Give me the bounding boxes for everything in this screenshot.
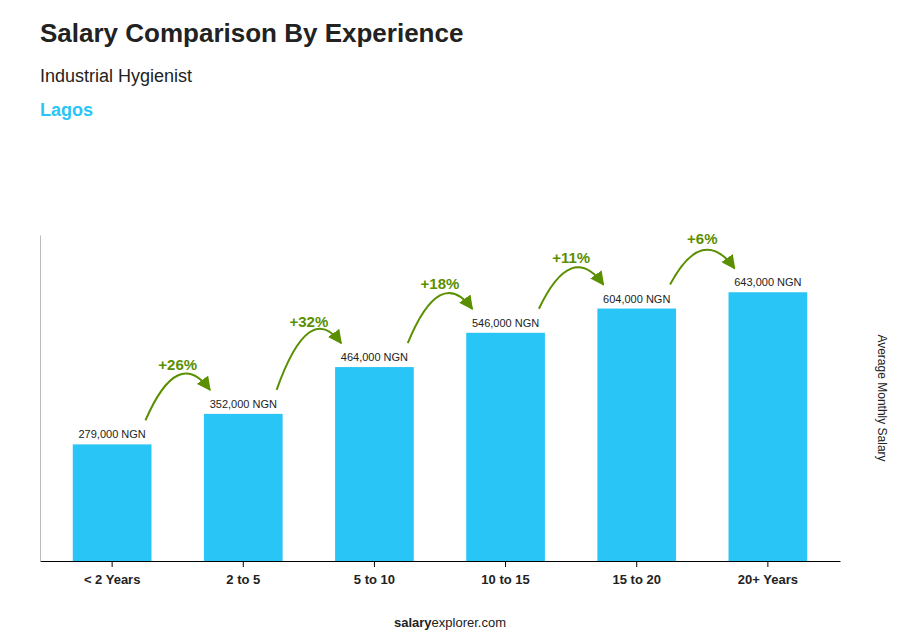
x-tick-mark: [505, 561, 506, 567]
change-label: +6%: [687, 230, 717, 247]
subtitle: Industrial Hygienist: [40, 66, 192, 86]
y-axis-title: Average Monthly Salary: [875, 334, 889, 461]
change-annotations: +26% +32% +18% +11% +6%: [145, 230, 734, 420]
x-tick: < 2 Years: [84, 561, 141, 587]
bar: [729, 292, 808, 561]
change-arrow: [145, 374, 209, 421]
x-tick-mark: [767, 561, 768, 567]
x-tick-label: 20+ Years: [738, 572, 798, 587]
x-tick-mark: [636, 561, 637, 567]
value-label: 546,000 NGN: [472, 317, 539, 329]
x-axis-line: [41, 561, 841, 562]
bar: [204, 414, 283, 561]
x-tick-mark: [112, 561, 113, 567]
bar: [335, 367, 414, 561]
footer: salaryexplorer.com: [394, 615, 506, 630]
change-arrow: [539, 267, 603, 308]
x-tick-label: 10 to 15: [481, 572, 529, 587]
x-tick: 15 to 20: [613, 561, 661, 587]
x-tick-label: 15 to 20: [613, 572, 661, 587]
x-tick-label: 5 to 10: [354, 572, 395, 587]
city: Lagos: [40, 100, 93, 120]
change-arrow: [408, 293, 472, 343]
value-label: 643,000 NGN: [734, 276, 801, 288]
y-axis-line: [40, 236, 41, 562]
bar: [597, 309, 676, 561]
value-label: 279,000 NGN: [78, 428, 145, 440]
change-label: +32%: [289, 313, 328, 330]
value-label: 352,000 NGN: [210, 398, 277, 410]
y-axis: [40, 236, 41, 562]
x-tick: 20+ Years: [738, 561, 798, 587]
chart: Salary Comparison By Experience Industria…: [0, 0, 900, 641]
footer-part: salary: [394, 615, 432, 630]
x-tick-label: 2 to 5: [226, 572, 260, 587]
change-arrow: [277, 329, 341, 390]
x-tick: 10 to 15: [481, 561, 529, 587]
value-label: 604,000 NGN: [603, 293, 670, 305]
x-tick: 2 to 5: [226, 561, 260, 587]
change-arrow: [670, 250, 734, 285]
x-tick-mark: [374, 561, 375, 567]
bars: [73, 292, 807, 561]
change-label: +18%: [421, 275, 460, 292]
footer-part: explorer.com: [432, 615, 506, 630]
bar: [466, 333, 545, 561]
change-label: +26%: [158, 356, 197, 373]
change-label: +11%: [552, 249, 590, 266]
title: Salary Comparison By Experience: [40, 18, 463, 48]
x-tick-mark: [243, 561, 244, 567]
bar: [73, 444, 152, 561]
x-axis: < 2 Years 2 to 5 5 to 10 10 to 15 15 to 20 20…: [41, 561, 841, 587]
plot: < 2 Years 2 to 5 5 to 10 10 to 15 15 to 20 20…: [41, 230, 841, 587]
x-tick-label: < 2 Years: [84, 572, 141, 587]
value-labels: 279,000 NGN 352,000 NGN 464,000 NGN 546,000…: [78, 276, 801, 440]
x-tick: 5 to 10: [354, 561, 395, 587]
value-label: 464,000 NGN: [341, 351, 408, 363]
